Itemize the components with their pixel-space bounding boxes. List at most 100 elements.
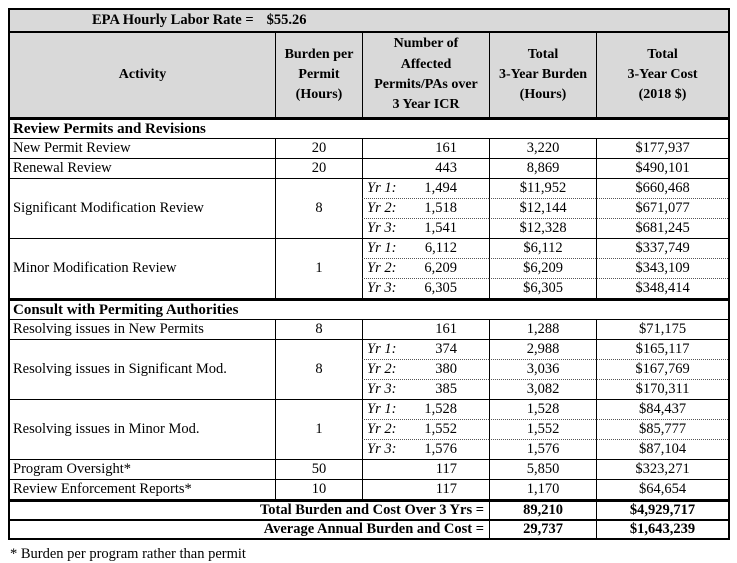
total-burden-cell: 1,552 bbox=[489, 419, 596, 439]
epa-rate-cell: EPA Hourly Labor Rate = $55.26 bbox=[10, 10, 729, 31]
year-permits-value: 6,305 bbox=[424, 280, 457, 296]
permits-cell: 117 bbox=[362, 459, 489, 479]
table-row-year: Yr 2: 1,518 $12,144 $671,077 bbox=[10, 198, 729, 218]
total-burden-cell: 89,210 bbox=[489, 499, 596, 519]
year-permits-value: 6,112 bbox=[424, 240, 457, 256]
total-burden-cell: 1,288 bbox=[489, 319, 596, 339]
permits-cell: Yr 3: 1,541 bbox=[362, 218, 489, 238]
year-label: Yr 1: bbox=[367, 401, 397, 417]
table-row-year: Yr 2: 6,209 $6,209 $343,109 bbox=[10, 258, 729, 278]
total-cost-cell: $167,769 bbox=[596, 359, 729, 379]
year-label: Yr 2: bbox=[367, 421, 397, 437]
table-row-year: Significant Modification Review 8 Yr 1: 1,4… bbox=[10, 178, 729, 238]
permits-cell: Yr 1: 1,528 bbox=[362, 399, 489, 419]
burden-per-permit-cell: 8 bbox=[275, 178, 362, 238]
activity-cell: Minor Modification Review bbox=[10, 238, 275, 298]
burden-per-permit-cell: 50 bbox=[275, 459, 362, 479]
permits-cell: Yr 2: 1,518 bbox=[362, 198, 489, 218]
permits-cell: 161 bbox=[362, 138, 489, 158]
table-row-year: Yr 2: 380 3,036 $167,769 bbox=[10, 359, 729, 379]
permits-cell: Yr 2: 1,552 bbox=[362, 419, 489, 439]
table-row: Program Oversight* 50 117 5,850 $323,271 bbox=[10, 459, 729, 479]
burden-per-permit-cell: 20 bbox=[275, 138, 362, 158]
burden-per-permit-cell: 8 bbox=[275, 319, 362, 339]
total-burden-cell: $6,112 bbox=[489, 238, 596, 258]
total-cost-cell: $323,271 bbox=[596, 459, 729, 479]
permits-cell: 117 bbox=[362, 479, 489, 499]
table-row: New Permit Review 20 161 3,220 $177,937 bbox=[10, 138, 729, 158]
total-burden-cell: 3,036 bbox=[489, 359, 596, 379]
total-burden-cell: 2,988 bbox=[489, 339, 596, 359]
total-burden-cell: $11,952 bbox=[489, 178, 596, 198]
column-header-burden-per-permit: Burden per Permit (Hours) bbox=[275, 31, 362, 117]
total-burden-cell: 1,576 bbox=[489, 439, 596, 459]
total-cost-cell: $85,777 bbox=[596, 419, 729, 439]
column-header-row: Activity Burden per Permit (Hours) Numbe… bbox=[10, 31, 729, 117]
burden-per-permit-cell: 10 bbox=[275, 479, 362, 499]
year-permits-value: 380 bbox=[435, 361, 457, 377]
section-header-cell: Review Permits and Revisions bbox=[10, 117, 729, 138]
summary-label-cell: Total Burden and Cost Over 3 Yrs = bbox=[10, 499, 489, 519]
activity-cell: New Permit Review bbox=[10, 138, 275, 158]
total-cost-cell: $343,109 bbox=[596, 258, 729, 278]
activity-cell: Resolving issues in New Permits bbox=[10, 319, 275, 339]
total-burden-cell: 5,850 bbox=[489, 459, 596, 479]
table-row-year: Resolving issues in Minor Mod. 1 Yr 1: 1,52… bbox=[10, 399, 729, 459]
total-cost-cell: $337,749 bbox=[596, 238, 729, 258]
column-header-number-affected: Number of Affected Permits/PAs over 3 Ye… bbox=[362, 31, 489, 117]
total-burden-cell: 29,737 bbox=[489, 519, 596, 538]
total-cost-cell: $87,104 bbox=[596, 439, 729, 459]
total-burden-cell: 1,528 bbox=[489, 399, 596, 419]
summary-row: Average Annual Burden and Cost = 29,737 $1… bbox=[10, 519, 729, 538]
section-header-cell: Consult with Permiting Authorities bbox=[10, 298, 729, 319]
column-header-total-burden: Total 3-Year Burden (Hours) bbox=[489, 31, 596, 117]
summary-label-cell: Average Annual Burden and Cost = bbox=[10, 519, 489, 538]
table-row-year: Yr 3: 385 3,082 $170,311 bbox=[10, 379, 729, 399]
column-header-total-cost: Total 3-Year Cost (2018 $) bbox=[596, 31, 729, 117]
activity-cell: Significant Modification Review bbox=[10, 178, 275, 238]
year-permits-value: 1,518 bbox=[424, 200, 457, 216]
burden-per-permit-cell: 1 bbox=[275, 238, 362, 298]
year-label: Yr 3: bbox=[367, 280, 397, 296]
total-cost-cell: $660,468 bbox=[596, 178, 729, 198]
year-label: Yr 2: bbox=[367, 260, 397, 276]
total-cost-cell: $84,437 bbox=[596, 399, 729, 419]
table-row: Renewal Review 20 443 8,869 $490,101 bbox=[10, 158, 729, 178]
year-permits-value: 1,528 bbox=[424, 401, 457, 417]
footnote: * Burden per program rather than permit bbox=[10, 546, 246, 562]
table-row: Resolving issues in New Permits 8 161 1,288… bbox=[10, 319, 729, 339]
year-permits-value: 1,552 bbox=[424, 421, 457, 437]
total-burden-cell: $6,209 bbox=[489, 258, 596, 278]
activity-cell: Program Oversight* bbox=[10, 459, 275, 479]
total-cost-cell: $64,654 bbox=[596, 479, 729, 499]
epa-rate-label: EPA Hourly Labor Rate = bbox=[92, 12, 254, 28]
total-cost-cell: $71,175 bbox=[596, 319, 729, 339]
year-permits-value: 1,494 bbox=[424, 180, 457, 196]
section-header-row: Review Permits and Revisions bbox=[10, 117, 729, 138]
year-label: Yr 3: bbox=[367, 381, 397, 397]
table-row-year: Resolving issues in Significant Mod. 8 Yr … bbox=[10, 339, 729, 399]
permits-cell: Yr 2: 6,209 bbox=[362, 258, 489, 278]
table-row: Review Enforcement Reports* 10 117 1,170 $64… bbox=[10, 479, 729, 499]
table-row-year: Yr 2: 1,552 1,552 $85,777 bbox=[10, 419, 729, 439]
total-cost-cell: $671,077 bbox=[596, 198, 729, 218]
table-body: Review Permits and Revisions New Permit R… bbox=[10, 117, 729, 538]
year-label: Yr 2: bbox=[367, 200, 397, 216]
total-cost-cell: $170,311 bbox=[596, 379, 729, 399]
year-permits-value: 385 bbox=[435, 381, 457, 397]
total-cost-cell: $681,245 bbox=[596, 218, 729, 238]
permits-cell: Yr 1: 1,494 bbox=[362, 178, 489, 198]
burden-cost-table: EPA Hourly Labor Rate = $55.26 Activity B… bbox=[8, 8, 731, 540]
total-cost-cell: $177,937 bbox=[596, 138, 729, 158]
permits-cell: 443 bbox=[362, 158, 489, 178]
burden-per-permit-cell: 1 bbox=[275, 399, 362, 459]
table-row-year: Yr 3: 1,576 1,576 $87,104 bbox=[10, 439, 729, 459]
permits-cell: Yr 3: 385 bbox=[362, 379, 489, 399]
total-burden-cell: 1,170 bbox=[489, 479, 596, 499]
total-burden-cell: $12,144 bbox=[489, 198, 596, 218]
epa-rate-row: EPA Hourly Labor Rate = $55.26 bbox=[10, 10, 729, 31]
permits-cell: Yr 1: 6,112 bbox=[362, 238, 489, 258]
table-row-year: Minor Modification Review 1 Yr 1: 6,112 $6,1… bbox=[10, 238, 729, 298]
permits-cell: Yr 3: 6,305 bbox=[362, 278, 489, 298]
year-label: Yr 1: bbox=[367, 341, 397, 357]
